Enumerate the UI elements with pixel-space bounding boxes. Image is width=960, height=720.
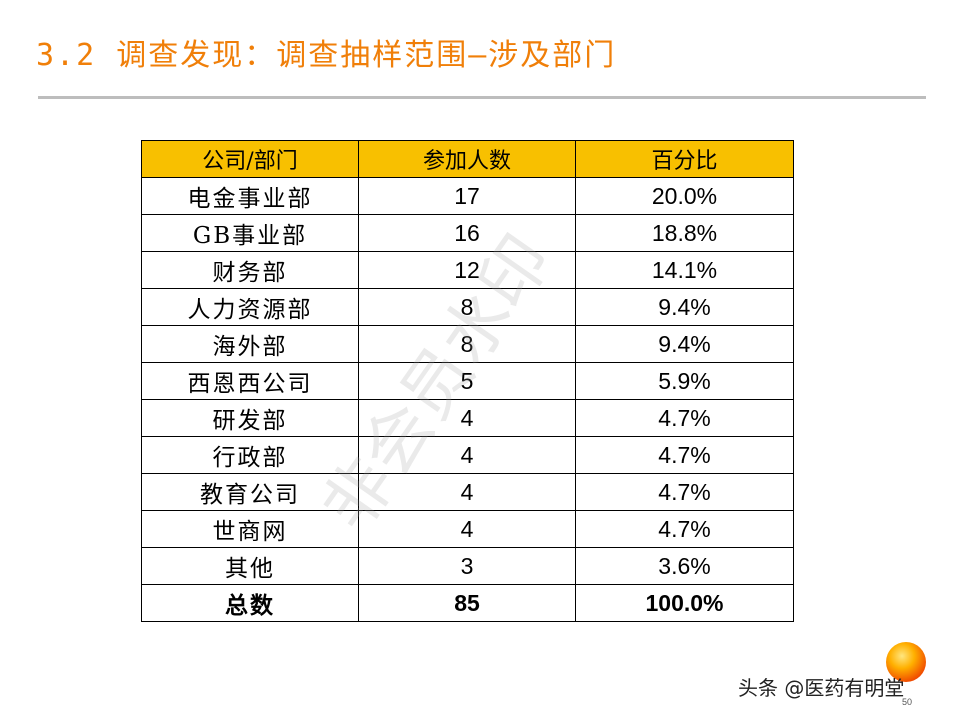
- participants-cell: 5: [358, 362, 576, 400]
- participants-cell: 4: [358, 510, 576, 548]
- department-cell: 西恩西公司: [141, 362, 359, 400]
- department-cell: 海外部: [141, 325, 359, 363]
- department-table: 公司/部门 参加人数 百分比 电金事业部 17 20.0% GB事业部 16 1…: [141, 140, 794, 622]
- title-divider: [38, 96, 926, 99]
- department-cell: 电金事业部: [141, 177, 359, 215]
- percentage-cell: 14.1%: [575, 251, 794, 289]
- table-row: 其他 3 3.6%: [141, 547, 794, 585]
- orange-sphere-logo-icon: [886, 642, 926, 682]
- header-percentage: 百分比: [575, 140, 794, 178]
- table-row: 电金事业部 17 20.0%: [141, 177, 794, 215]
- table-total-row: 总数 85 100.0%: [141, 584, 794, 622]
- table-row: 研发部 4 4.7%: [141, 399, 794, 437]
- header-department: 公司/部门: [141, 140, 359, 178]
- slide-title: 3.2 调查发现：调查抽样范围—涉及部门: [36, 38, 617, 73]
- total-percentage-cell: 100.0%: [575, 584, 794, 622]
- participants-cell: 8: [358, 288, 576, 326]
- percentage-cell: 3.6%: [575, 547, 794, 585]
- percentage-cell: 4.7%: [575, 399, 794, 437]
- footer-credit: 头条 @医药有明堂: [738, 676, 905, 700]
- table-row: 教育公司 4 4.7%: [141, 473, 794, 511]
- department-cell: 世商网: [141, 510, 359, 548]
- percentage-cell: 18.8%: [575, 214, 794, 252]
- percentage-cell: 4.7%: [575, 436, 794, 474]
- department-cell: 教育公司: [141, 473, 359, 511]
- participants-cell: 4: [358, 399, 576, 437]
- percentage-cell: 4.7%: [575, 510, 794, 548]
- department-cell: 财务部: [141, 251, 359, 289]
- header-participants: 参加人数: [358, 140, 576, 178]
- department-cell: 其他: [141, 547, 359, 585]
- table-row: 世商网 4 4.7%: [141, 510, 794, 548]
- percentage-cell: 9.4%: [575, 325, 794, 363]
- percentage-cell: 4.7%: [575, 473, 794, 511]
- participants-cell: 3: [358, 547, 576, 585]
- total-label-cell: 总数: [141, 584, 359, 622]
- participants-cell: 17: [358, 177, 576, 215]
- department-cell: 行政部: [141, 436, 359, 474]
- department-cell: 研发部: [141, 399, 359, 437]
- percentage-cell: 5.9%: [575, 362, 794, 400]
- department-cell: 人力资源部: [141, 288, 359, 326]
- table-row: 西恩西公司 5 5.9%: [141, 362, 794, 400]
- table-row: 行政部 4 4.7%: [141, 436, 794, 474]
- participants-cell: 4: [358, 473, 576, 511]
- table-row: 人力资源部 8 9.4%: [141, 288, 794, 326]
- percentage-cell: 20.0%: [575, 177, 794, 215]
- page-number: 50: [902, 697, 913, 707]
- percentage-cell: 9.4%: [575, 288, 794, 326]
- table-header-row: 公司/部门 参加人数 百分比: [141, 140, 794, 178]
- table-row: 财务部 12 14.1%: [141, 251, 794, 289]
- total-participants-cell: 85: [358, 584, 576, 622]
- table-row: GB事业部 16 18.8%: [141, 214, 794, 252]
- table-row: 海外部 8 9.4%: [141, 325, 794, 363]
- department-cell: GB事业部: [141, 214, 359, 252]
